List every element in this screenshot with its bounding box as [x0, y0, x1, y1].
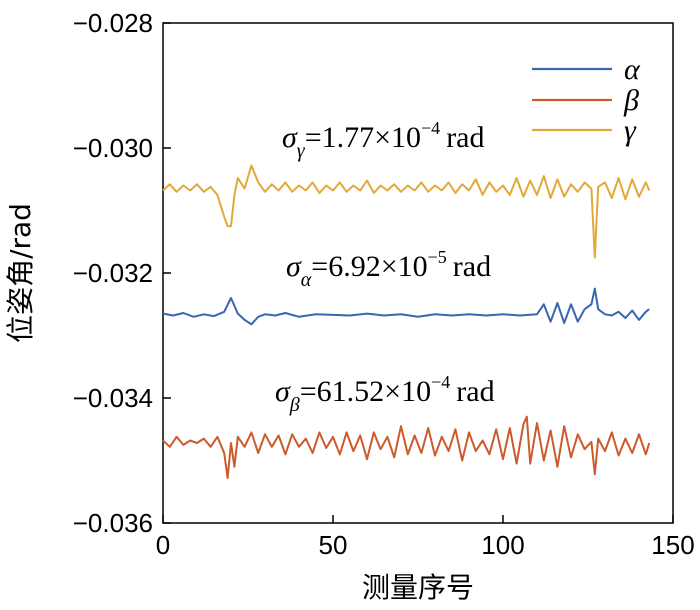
x-tick-label: 0	[156, 530, 170, 560]
x-tick-label: 150	[651, 530, 694, 560]
annotation-alpha-exponent: −5	[428, 247, 447, 267]
ticks	[162, 22, 674, 524]
annotation-gamma-unit: rad	[446, 121, 484, 154]
tick-labels: 0 50 100 150 −0.028 −0.030 −0.032 −0.034 −0.036	[73, 8, 695, 560]
annotation-alpha-subscript: α	[301, 269, 312, 291]
annotation-gamma-exponent: −4	[421, 118, 440, 138]
y-tick-label: −0.032	[73, 258, 153, 288]
annotation-gamma-symbol: σ	[282, 121, 298, 154]
annotation-alpha-value: =6.92×10	[311, 250, 427, 283]
y-tick-label: −0.036	[73, 508, 153, 538]
legend-label-alpha: α	[624, 53, 641, 86]
annotation-beta-subscript: β	[289, 394, 300, 416]
annotation-alpha-unit: rad	[453, 250, 491, 283]
legend-item-gamma: γ	[532, 114, 637, 147]
series-layer	[162, 164, 651, 479]
y-axis-title: 位姿角/rad	[4, 203, 37, 343]
annotation-gamma: σγ=1.77×10−4 rad	[282, 118, 485, 162]
annotation-gamma-value: =1.77×10	[305, 121, 421, 154]
legend-item-alpha: α	[532, 53, 641, 86]
annotation-beta-value: =61.52×10	[300, 375, 431, 408]
legend-label-beta: β	[623, 84, 639, 117]
annotation-beta-symbol: σ	[275, 375, 291, 408]
legend: α β γ	[532, 53, 641, 147]
series-line-gamma	[162, 164, 651, 259]
annotation-beta-unit: rad	[456, 375, 494, 408]
annotation-beta: σβ=61.52×10−4 rad	[275, 372, 495, 416]
annotation-alpha-symbol: σ	[286, 250, 302, 283]
series-line-beta	[162, 415, 651, 479]
y-tick-label: −0.028	[73, 8, 153, 38]
x-axis-title: 测量序号	[362, 571, 474, 604]
annotation-alpha: σα=6.92×10−5 rad	[286, 247, 491, 291]
y-tick-label: −0.030	[73, 133, 153, 163]
annotation-beta-exponent: −4	[431, 372, 450, 392]
x-tick-label: 100	[481, 530, 524, 560]
legend-item-beta: β	[532, 84, 639, 117]
y-tick-label: −0.034	[73, 383, 153, 413]
legend-label-gamma: γ	[624, 114, 637, 147]
x-tick-label: 50	[319, 530, 348, 560]
annotation-gamma-subscript: γ	[297, 140, 306, 162]
series-line-alpha	[162, 287, 650, 326]
